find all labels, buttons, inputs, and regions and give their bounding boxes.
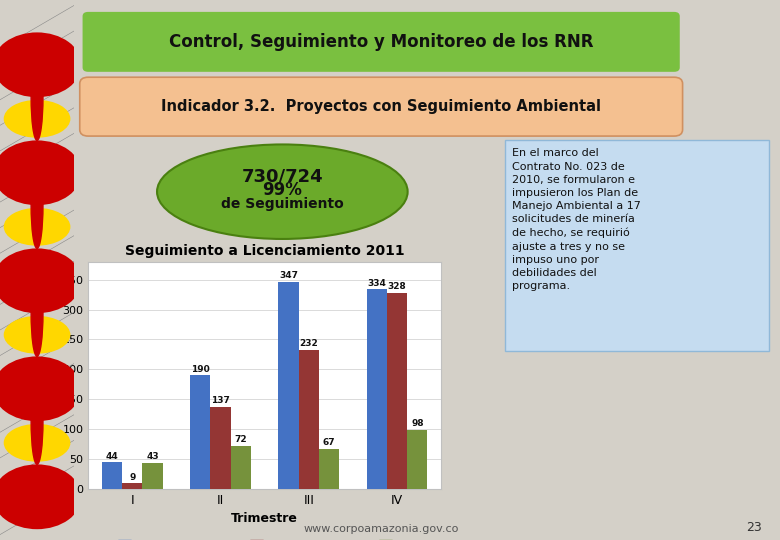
Circle shape — [31, 54, 43, 140]
Text: 43: 43 — [147, 452, 159, 461]
Text: Control, Seguimiento y Monitoreo de los RNR: Control, Seguimiento y Monitoreo de los … — [169, 33, 594, 51]
Bar — [299, 350, 319, 489]
Bar — [211, 407, 231, 489]
Bar — [122, 483, 143, 489]
Circle shape — [31, 162, 43, 248]
Bar — [367, 289, 387, 489]
Ellipse shape — [0, 248, 81, 313]
Bar — [231, 446, 251, 489]
Bar — [407, 430, 427, 489]
Text: de Seguimiento: de Seguimiento — [221, 197, 344, 211]
Bar — [190, 375, 211, 489]
Text: 232: 232 — [300, 340, 318, 348]
Text: 67: 67 — [323, 438, 335, 447]
Text: www.corpoamazonia.gov.co: www.corpoamazonia.gov.co — [303, 523, 459, 534]
Text: En el marco del
Contrato No. 023 de
2010, se formularon e
impusieron los Plan de: En el marco del Contrato No. 023 de 2010… — [512, 148, 640, 291]
Text: 328: 328 — [388, 282, 406, 291]
FancyBboxPatch shape — [80, 77, 682, 136]
Text: 190: 190 — [191, 364, 210, 374]
FancyBboxPatch shape — [83, 12, 679, 72]
Ellipse shape — [4, 316, 70, 354]
Text: 137: 137 — [211, 396, 230, 405]
Legend: Para Seguimiento, Con Seguimiento, %: Para Seguimiento, Con Seguimiento, % — [113, 535, 416, 540]
Text: 9: 9 — [129, 472, 136, 482]
Circle shape — [31, 378, 43, 464]
Circle shape — [31, 270, 43, 356]
Ellipse shape — [157, 144, 408, 239]
Bar — [387, 293, 407, 489]
Ellipse shape — [0, 32, 81, 97]
Text: 23: 23 — [746, 521, 762, 534]
Text: 98: 98 — [411, 420, 424, 428]
Bar — [319, 449, 339, 489]
Ellipse shape — [0, 356, 81, 421]
FancyBboxPatch shape — [505, 140, 769, 351]
Text: 99%: 99% — [262, 181, 303, 199]
Bar — [143, 463, 163, 489]
Text: 44: 44 — [105, 451, 119, 461]
Ellipse shape — [4, 208, 70, 246]
Text: 347: 347 — [279, 271, 298, 280]
Ellipse shape — [0, 464, 81, 529]
Ellipse shape — [4, 424, 70, 462]
Text: 334: 334 — [367, 279, 386, 288]
X-axis label: Trimestre: Trimestre — [231, 512, 298, 525]
Bar — [278, 281, 299, 489]
Text: 72: 72 — [235, 435, 247, 444]
Ellipse shape — [4, 100, 70, 138]
Bar — [102, 462, 122, 489]
Text: Indicador 3.2.  Proyectos con Seguimiento Ambiental: Indicador 3.2. Proyectos con Seguimiento… — [161, 99, 601, 114]
Ellipse shape — [0, 140, 81, 205]
Text: 730/724: 730/724 — [242, 167, 323, 185]
Title: Seguimiento a Licenciamiento 2011: Seguimiento a Licenciamiento 2011 — [125, 244, 405, 258]
